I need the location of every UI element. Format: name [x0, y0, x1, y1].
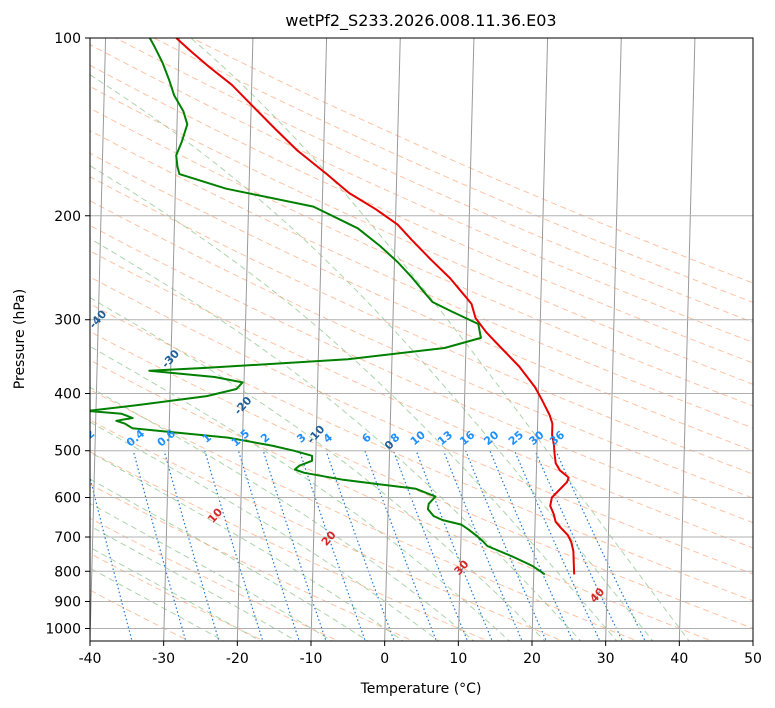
dry-adiabat-line [90, 303, 753, 602]
mixing-ratio-line [555, 450, 646, 641]
isotherm-line [457, 38, 475, 641]
dry-adiabat-line [90, 389, 639, 641]
y-axis-ticks: 100 200 300 400 500 600 700 800 900 1000 [45, 31, 90, 637]
y-tick-label: 100 [54, 31, 81, 47]
dewpoint-profile-line [90, 38, 546, 576]
dry-adiabat-line [90, 224, 753, 524]
plot-area: -100-90-80-70-60-50-40-30-20-10010203040… [74, 38, 753, 641]
x-tick-label: 10 [449, 651, 467, 667]
sounding-series [90, 38, 576, 576]
isotherm-line [384, 38, 401, 641]
x-tick-label: 20 [523, 651, 541, 667]
mixing-ratio-line [442, 450, 523, 641]
y-tick-label: 300 [54, 313, 81, 329]
dry-adiabat-line [90, 276, 753, 575]
x-tick-label: -40 [79, 651, 102, 667]
y-tick-label: 500 [54, 444, 81, 460]
temperature-profile-line [175, 38, 576, 575]
mixing-ratio-line [132, 450, 187, 641]
dry-adiabat-line [90, 200, 753, 499]
isotherm-line [605, 38, 622, 641]
x-tick-label: 30 [597, 651, 615, 667]
x-axis-ticks: -40 -30 -20 -10 0 10 20 30 40 50 [79, 641, 762, 667]
y-tick-label: 400 [54, 387, 81, 403]
y-axis-label: Pressure (hPa) [12, 289, 28, 389]
isotherm-line [236, 38, 254, 641]
dry-adiabats [90, 38, 753, 641]
dry-adiabat-line [90, 107, 753, 407]
dry-adiabat-line [90, 359, 714, 641]
dry-adiabat-line [90, 85, 753, 385]
moist-adiabat-line [90, 386, 475, 641]
mixing-ratio-line [262, 450, 327, 641]
moist-adiabat-line [90, 237, 582, 641]
x-tick-label: 0 [380, 651, 389, 667]
x-tick-label: -10 [300, 651, 323, 667]
dry-adiabat-line [90, 250, 753, 549]
isotherm-line [531, 38, 549, 641]
y-tick-label: 1000 [45, 621, 81, 637]
mixing-ratio-label: 0.2 [74, 427, 97, 449]
dry-adiabat-line [90, 152, 753, 452]
dry-adiabat-line [90, 517, 340, 641]
dry-adiabat-line [90, 176, 753, 475]
skewed-isotherms [90, 38, 753, 641]
x-tick-label: -20 [226, 651, 249, 667]
isotherm-line [678, 38, 696, 641]
y-tick-label: 200 [54, 209, 81, 225]
x-axis-label: Temperature (°C) [360, 681, 482, 697]
dry-adiabat-line [90, 483, 415, 641]
isotherm-line [310, 38, 328, 641]
mixing-ratio-line [364, 450, 438, 641]
mixing-ratio-line [325, 450, 395, 641]
chart-title: wetPf2_S233.2026.008.11.36.E03 [285, 11, 556, 31]
isotherm-line [90, 38, 107, 641]
plot-frame [89, 37, 754, 642]
y-tick-label: 600 [54, 490, 81, 506]
mixing-ratio-line [204, 450, 264, 641]
mixing-ratio-line [163, 450, 220, 641]
mixing-ratio-line [237, 450, 300, 641]
x-tick-label: 40 [670, 651, 688, 667]
dry-adiabat-line [90, 129, 753, 429]
x-tick-label: -30 [152, 651, 175, 667]
pressure-gridlines [90, 38, 753, 629]
dry-adiabat-line [90, 331, 753, 629]
y-tick-label: 900 [54, 594, 81, 610]
x-tick-label: 50 [744, 651, 762, 667]
isotherm-line [163, 38, 180, 641]
mixing-ratio-line [298, 450, 366, 641]
y-tick-label: 700 [54, 530, 81, 546]
y-tick-label: 800 [54, 564, 81, 580]
